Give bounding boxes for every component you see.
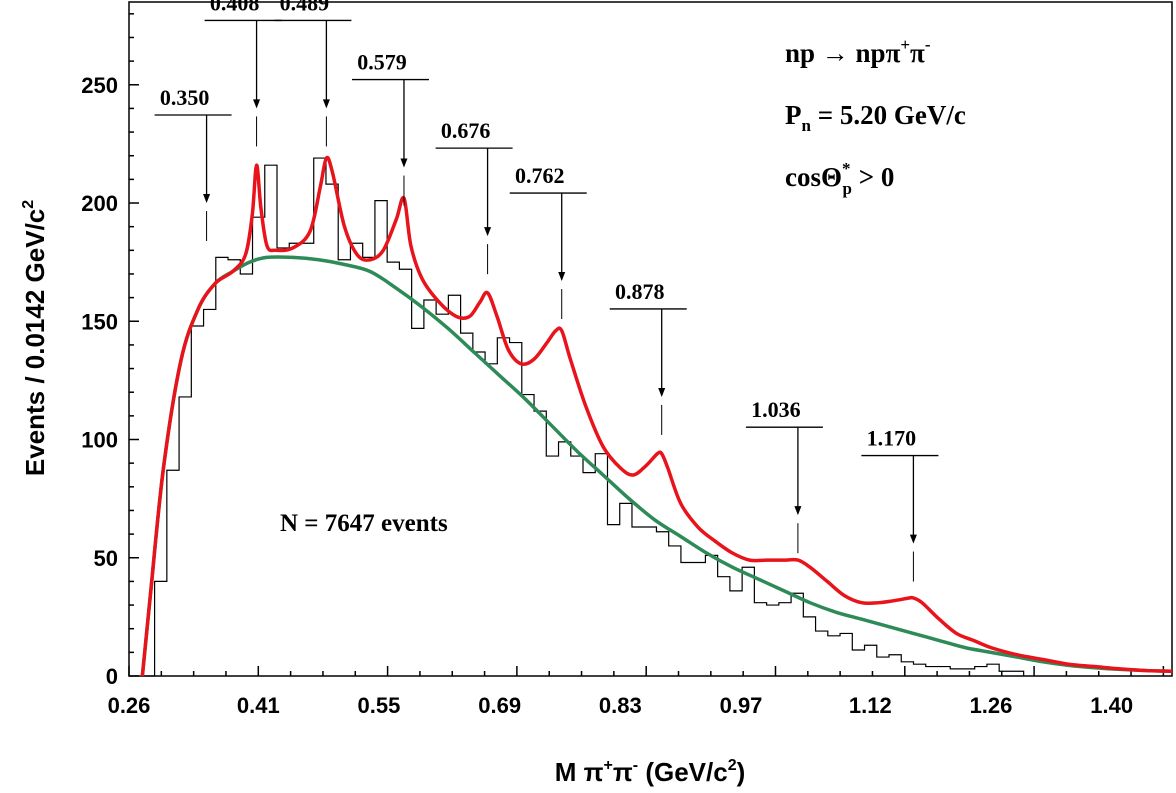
x-tick-label: 0.97 [720,693,763,718]
x-label-sup1: + [604,757,613,774]
arrow-head [909,534,917,544]
x-tick-label: 0.26 [108,693,151,718]
reaction-sup1: + [900,35,910,54]
angle-sub: p [843,179,852,198]
arrow-head [400,158,408,168]
reaction-sup2: - [925,35,931,54]
background-curve [140,255,1173,677]
reaction-text2: π [910,38,925,68]
y-tick-label: 100 [81,428,118,453]
x-tick-label: 0.55 [358,693,401,718]
peak-annotation: 0.350 [154,85,232,242]
y-tick-label: 200 [81,191,118,216]
peak-annotation: 0.762 [509,163,587,320]
peak-annotation: 0.489 [274,0,352,147]
x-label-mid: π [613,757,633,787]
peak-annotation: 0.408 [204,0,282,147]
x-label-sup3: 2 [728,757,737,774]
peak-annotation: 0.579 [351,50,429,206]
annotation-label: 0.579 [357,50,407,75]
angle-sup: * [842,159,851,178]
x-axis: 0.26 0.41 0.55 0.69 0.83 0.97 1.12 1.26 1.40 [108,666,1165,718]
x-label-open: (GeV/c [638,757,728,787]
annotation-label: 1.036 [751,397,801,422]
annotation-label: 0.408 [210,0,260,15]
arrow-head [484,227,492,237]
x-axis-label: M π+π- (GeV/c2) [555,757,746,787]
y-tick-label: 0 [106,664,118,689]
peak-annotation: 1.036 [745,397,823,554]
events-label: N = 7647 events [280,510,448,537]
annotation-label: 0.350 [160,85,210,110]
x-label-sup2: - [633,757,638,774]
angle-label: cosΘ* p > 0 [785,159,894,198]
momentum-rest: = 5.20 GeV/c [811,100,966,130]
y-label-sup: 2 [20,200,37,209]
y-tick-label: 50 [94,546,118,571]
peak-annotation: 0.676 [435,118,513,275]
angle-text: cosΘ [785,162,842,192]
x-label-close: ) [737,757,746,787]
annotation-label: 1.170 [867,426,917,451]
annotation-label: 0.676 [441,118,491,143]
arrow-head [203,194,211,204]
x-label-main: M π [555,757,604,787]
x-tick-label: 0.69 [478,693,521,718]
momentum-label: Pn = 5.20 GeV/c [785,100,966,135]
total-fit-curve [140,155,1173,677]
y-axis-label: Events / 0.0142 GeV/c2 [20,200,50,476]
angle-rest: > 0 [852,162,894,192]
histogram-outline [142,157,1025,677]
reaction-label: np → npπ+π- [785,35,931,68]
annotation-label: 0.878 [615,279,665,304]
peak-annotation: 1.170 [861,426,939,582]
peak-annotation: 0.878 [609,279,687,435]
x-tick-label: 0.41 [237,693,280,718]
peak-annotations: 0.350 0.408 0.489 0.579 0.676 0.762 0.878 1.036… [154,0,939,582]
arrow-head [794,506,802,516]
x-tick-label: 1.40 [1090,693,1133,718]
arrow-head [658,387,666,397]
x-tick-label: 0.83 [599,693,642,718]
y-tick-label: 250 [81,73,118,98]
y-axis: 0 50 100 150 200 250 [81,13,139,689]
momentum-p: P [785,100,802,130]
arrow-head [558,272,566,282]
fit-curves [140,155,1173,677]
annotation-label: 0.762 [515,163,565,188]
plot-frame [128,1,1173,677]
y-tick-label: 150 [81,309,118,334]
arrow-head [322,99,330,109]
x-tick-label: 1.12 [849,693,892,718]
histogram [142,157,1025,677]
x-tick-label: 1.26 [970,693,1013,718]
annotation-label: 0.489 [280,0,330,15]
reaction-text1: np → npπ [785,38,901,68]
y-label-main: Events / 0.0142 GeV/c [20,209,50,476]
arrow-head [253,99,261,109]
momentum-sub: n [802,116,812,135]
